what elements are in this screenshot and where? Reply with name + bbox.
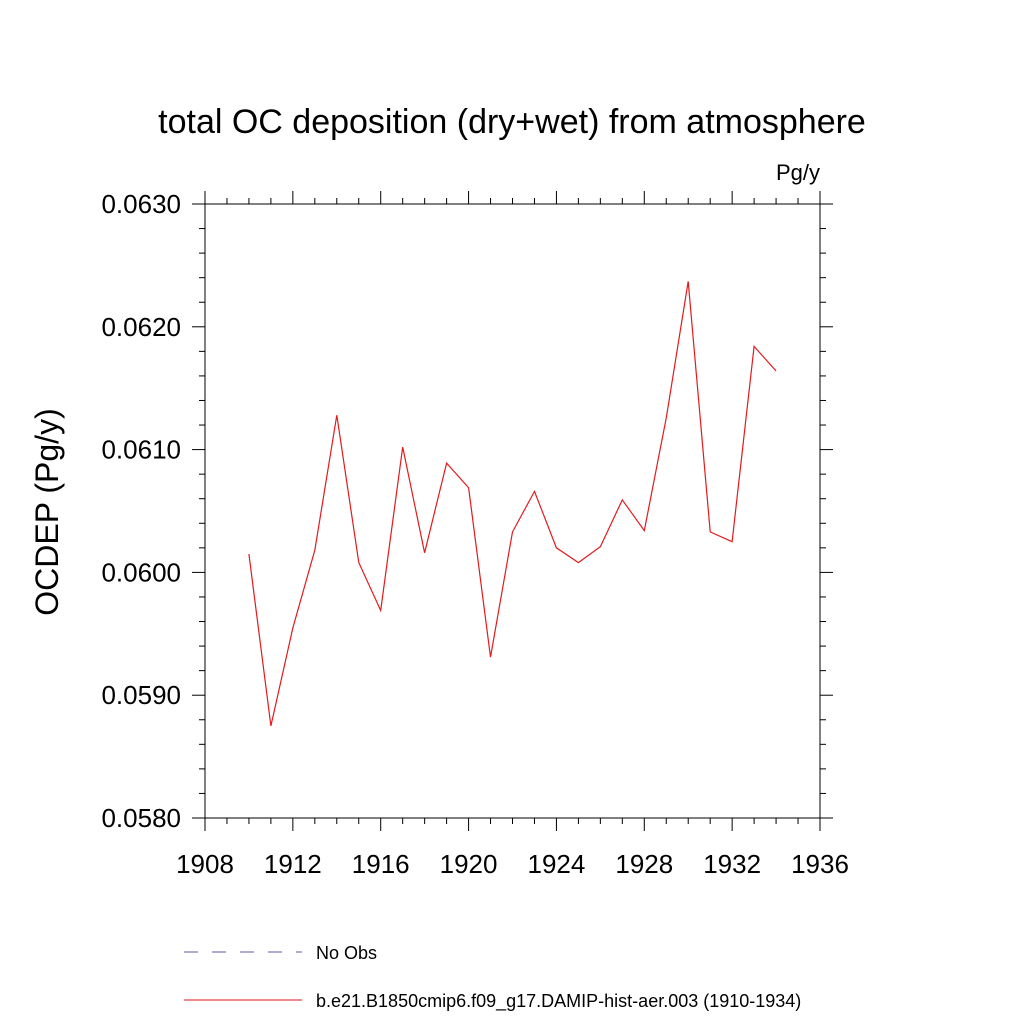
chart-title: total OC deposition (dry+wet) from atmos… bbox=[158, 103, 866, 141]
series-layer bbox=[248, 281, 777, 727]
legend-label-0: No Obs bbox=[316, 943, 377, 963]
y-axis-label: OCDEP (Pg/y) bbox=[29, 408, 65, 615]
x-tick-label: 1924 bbox=[528, 849, 586, 879]
x-tick-label: 1916 bbox=[352, 849, 410, 879]
x-tick-label: 1908 bbox=[176, 849, 234, 879]
y-tick-label: 0.0630 bbox=[101, 189, 181, 219]
y-tick-label: 0.0580 bbox=[101, 803, 181, 833]
plot-frame bbox=[204, 203, 821, 819]
y-tick-label: 0.0600 bbox=[101, 557, 181, 587]
y-tick-label: 0.0620 bbox=[101, 312, 181, 342]
x-tick-label: 1932 bbox=[703, 849, 761, 879]
legend: No Obs b.e21.B1850cmip6.f09_g17.DAMIP-his… bbox=[184, 943, 801, 1012]
y-tick-label: 0.0610 bbox=[101, 435, 181, 465]
x-tick-label: 1936 bbox=[791, 849, 849, 879]
legend-label-1: b.e21.B1850cmip6.f09_g17.DAMIP-hist-aer.… bbox=[316, 991, 801, 1012]
y-tick-label: 0.0590 bbox=[101, 680, 181, 710]
x-tick-label: 1920 bbox=[440, 849, 498, 879]
series-line-0 bbox=[248, 281, 777, 727]
units-label: Pg/y bbox=[776, 160, 820, 185]
x-tick-label: 1912 bbox=[264, 849, 322, 879]
x-tick-label: 1928 bbox=[615, 849, 673, 879]
axis-ticks bbox=[192, 191, 833, 831]
tick-labels: 1908 1912 1916 1920 1924 1928 1932 1936 0.0580 0.… bbox=[101, 189, 848, 879]
